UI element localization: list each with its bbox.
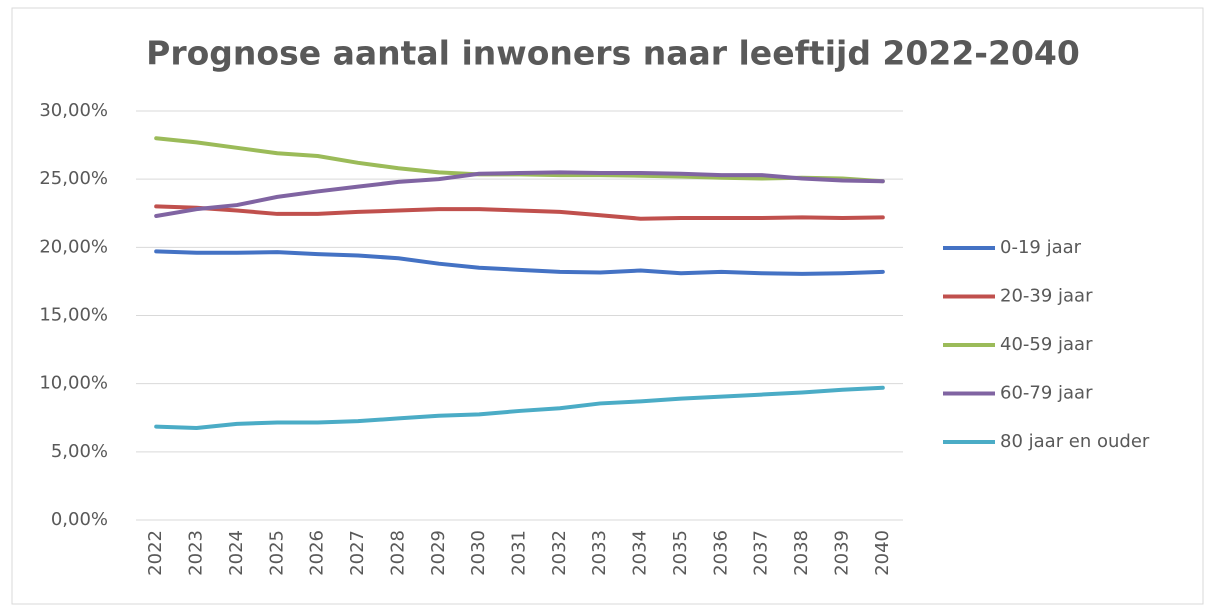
x-tick-label: 2034 [630, 530, 651, 576]
y-tick-label: 10,00% [39, 373, 108, 394]
line [154, 204, 885, 221]
line [154, 170, 885, 218]
x-tick-label: 2027 [347, 530, 368, 576]
x-tick-label: 2038 [791, 530, 812, 576]
x-tick-label: 2036 [710, 530, 731, 576]
x-tick-label: 2024 [226, 530, 247, 576]
x-tick-label: 2037 [751, 530, 772, 576]
legend-label: 0-19 jaar [1000, 237, 1082, 258]
x-tick-label: 2023 [186, 530, 207, 576]
x-tick-label: 2035 [670, 530, 691, 576]
x-tick-label: 2031 [509, 530, 530, 576]
x-tick-label: 2030 [468, 530, 489, 576]
x-tick-label: 2040 [872, 530, 893, 576]
x-tick-label: 2028 [387, 530, 408, 576]
x-tick-label: 2026 [307, 530, 328, 576]
y-tick-label: 0,00% [51, 509, 108, 530]
chart-frame [11, 7, 1204, 605]
line [154, 249, 885, 276]
y-tick-label: 25,00% [39, 168, 108, 189]
y-tick-label: 20,00% [39, 236, 108, 257]
legend-label: 40-59 jaar [1000, 334, 1093, 355]
x-tick-label: 2025 [266, 530, 287, 576]
x-tick-label: 2039 [831, 530, 852, 576]
legend-label: 60-79 jaar [1000, 383, 1093, 404]
line [154, 385, 885, 430]
y-tick-label: 30,00% [39, 100, 108, 121]
x-tick-label: 2029 [428, 530, 449, 576]
x-tick-label: 2033 [589, 530, 610, 576]
legend-label: 80 jaar en ouder [1000, 431, 1150, 452]
chart-title: Prognose aantal inwoners naar leeftijd 2… [146, 34, 1080, 73]
x-tick-label: 2022 [145, 530, 166, 576]
y-tick-label: 5,00% [51, 441, 108, 462]
legend-label: 20-39 jaar [1000, 286, 1093, 307]
x-tick-label: 2032 [549, 530, 570, 576]
y-tick-label: 15,00% [39, 305, 108, 326]
